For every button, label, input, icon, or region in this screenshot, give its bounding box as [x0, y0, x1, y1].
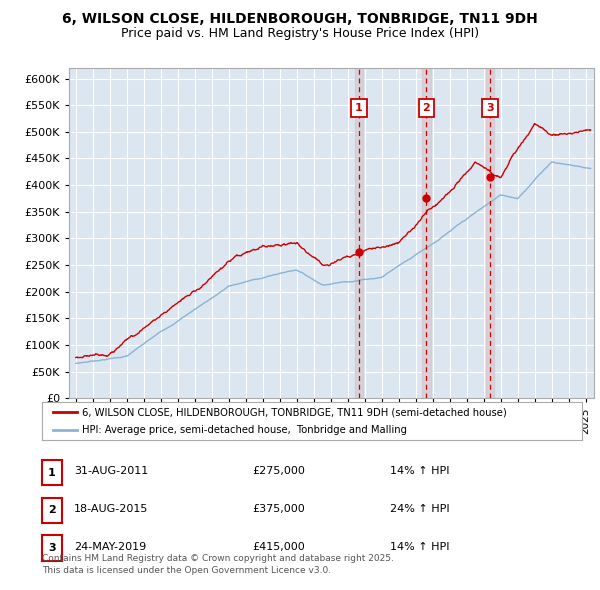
Bar [486, 68, 494, 398]
Text: 14% ↑ HPI: 14% ↑ HPI [390, 466, 449, 476]
Text: £375,000: £375,000 [252, 504, 305, 514]
Text: 31-AUG-2011: 31-AUG-2011 [74, 466, 148, 476]
Text: 6, WILSON CLOSE, HILDENBOROUGH, TONBRIDGE, TN11 9DH: 6, WILSON CLOSE, HILDENBOROUGH, TONBRIDG… [62, 12, 538, 26]
Text: Price paid vs. HM Land Registry's House Price Index (HPI): Price paid vs. HM Land Registry's House … [121, 27, 479, 40]
Text: 6, WILSON CLOSE, HILDENBOROUGH, TONBRIDGE, TN11 9DH (semi-detached house): 6, WILSON CLOSE, HILDENBOROUGH, TONBRIDG… [83, 408, 507, 417]
Text: 1: 1 [355, 103, 363, 113]
Bar [355, 68, 363, 398]
Bar [355, 68, 363, 398]
Text: HPI: Average price, semi-detached house,  Tonbridge and Malling: HPI: Average price, semi-detached house,… [83, 425, 407, 434]
Bar [422, 68, 431, 398]
Text: 24-MAY-2019: 24-MAY-2019 [74, 542, 146, 552]
Text: 24% ↑ HPI: 24% ↑ HPI [390, 504, 449, 514]
Text: 3: 3 [48, 543, 56, 553]
Text: Contains HM Land Registry data © Crown copyright and database right 2025.
This d: Contains HM Land Registry data © Crown c… [42, 554, 394, 575]
Text: £415,000: £415,000 [252, 542, 305, 552]
Text: 3: 3 [487, 103, 494, 113]
Text: 14% ↑ HPI: 14% ↑ HPI [390, 542, 449, 552]
Bar [422, 68, 431, 398]
Text: 2: 2 [422, 103, 430, 113]
Bar [486, 68, 494, 398]
Text: 1: 1 [48, 467, 56, 477]
Text: £275,000: £275,000 [252, 466, 305, 476]
Text: 18-AUG-2015: 18-AUG-2015 [74, 504, 148, 514]
Text: 2: 2 [48, 505, 56, 515]
